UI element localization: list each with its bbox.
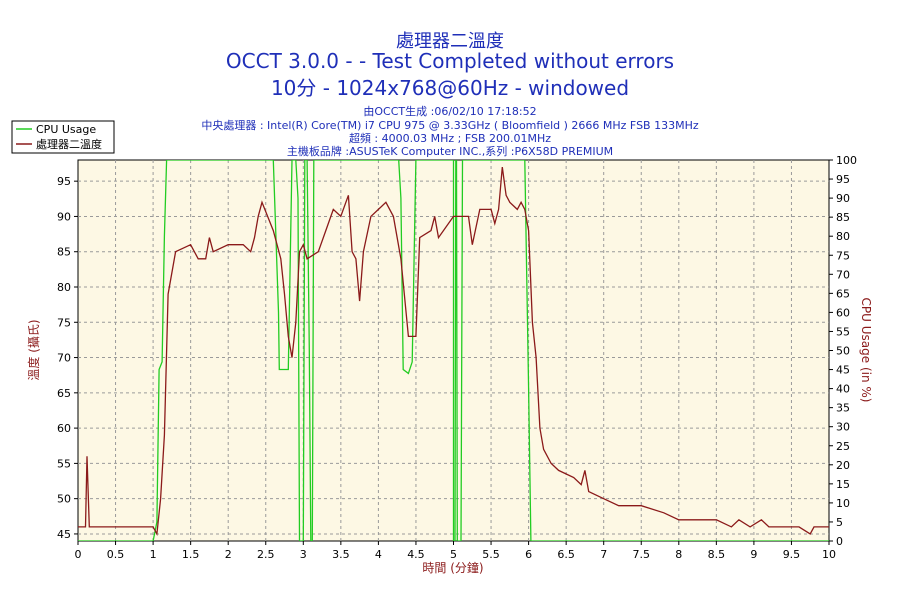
chart-title-line-3: 10分 - 1024x768@60Hz - windowed	[270, 76, 630, 100]
x-tick-label: 0	[75, 548, 82, 561]
x-tick-label: 2.5	[257, 548, 275, 561]
y-right-tick-label: 50	[836, 345, 850, 358]
y-right-tick-label: 65	[836, 287, 850, 300]
info-overclock: 超頻 : 4000.03 MHz ; FSB 200.01MHz	[348, 132, 552, 145]
y-right-tick-label: 75	[836, 249, 850, 262]
x-tick-label: 7.5	[633, 548, 651, 561]
info-generated: 由OCCT生成 :06/02/10 17:18:52	[363, 105, 537, 118]
cpu2-temperature-line	[78, 167, 829, 537]
chart-title-line-2: OCCT 3.0.0 - - Test Completed without er…	[225, 49, 675, 73]
cpu-usage-line	[78, 160, 829, 541]
y-left-tick-label: 90	[57, 210, 71, 223]
y-right-tick-label: 15	[836, 478, 850, 491]
x-tick-label: 7	[600, 548, 607, 561]
y-right-tick-label: 20	[836, 459, 850, 472]
x-tick-label: 1	[150, 548, 157, 561]
y-right-tick-label: 25	[836, 440, 850, 453]
y-right-tick-label: 85	[836, 211, 850, 224]
y-left-tick-label: 65	[57, 387, 71, 400]
y-left-tick-label: 85	[57, 246, 71, 259]
axis-ticks: 0 0.5 1 1.5 2 2.5 3 3.5 4 4.5 5 5.5 6 6.5 7 7.5 8 8.5 9 9.5…	[57, 154, 857, 561]
x-tick-label: 9.5	[783, 548, 801, 561]
y-left-tick-label: 95	[57, 175, 71, 188]
y-axis-label-left: 溫度 (攝氏)	[26, 319, 41, 380]
legend-label-cpu-usage: CPU Usage	[36, 123, 96, 136]
y-right-tick-label: 100	[836, 154, 857, 167]
x-tick-label: 4.5	[407, 548, 425, 561]
x-tick-label: 8.5	[708, 548, 726, 561]
x-tick-label: 5.5	[482, 548, 500, 561]
x-tick-label: 4	[375, 548, 382, 561]
y-right-tick-label: 95	[836, 173, 850, 186]
grid-lines	[78, 160, 829, 541]
y-left-tick-label: 45	[57, 528, 71, 541]
y-right-tick-label: 35	[836, 402, 850, 415]
x-tick-label: 8	[675, 548, 682, 561]
x-tick-label: 2	[225, 548, 232, 561]
y-right-tick-label: 55	[836, 325, 850, 338]
y-left-tick-label: 75	[57, 316, 71, 329]
x-tick-label: 3.5	[332, 548, 350, 561]
y-right-tick-label: 5	[836, 516, 843, 529]
y-right-tick-label: 70	[836, 268, 850, 281]
y-axis-label-right: CPU Usage (in %)	[859, 298, 873, 403]
chart-title-line-1: 處理器二溫度	[396, 31, 504, 52]
y-right-tick-label: 10	[836, 497, 850, 510]
x-tick-label: 5	[450, 548, 457, 561]
y-right-tick-label: 60	[836, 306, 850, 319]
x-tick-label: 10	[822, 548, 836, 561]
y-left-tick-label: 80	[57, 281, 71, 294]
x-tick-label: 6.5	[557, 548, 575, 561]
x-tick-label: 0.5	[107, 548, 125, 561]
y-left-tick-label: 60	[57, 422, 71, 435]
y-right-tick-label: 40	[836, 383, 850, 396]
info-motherboard: 主機板品牌 :ASUSTeK Computer INC.,系列 :P6X58D …	[286, 145, 614, 158]
y-left-tick-label: 70	[57, 352, 71, 365]
info-cpu: 中央處理器 : Intel(R) Core(TM) i7 CPU 975 @ 3…	[201, 119, 699, 132]
legend-box	[11, 120, 115, 154]
y-left-tick-label: 50	[57, 493, 71, 506]
legend-label-cpu2-temp: 處理器二溫度	[36, 137, 102, 151]
series-lines	[78, 160, 829, 541]
x-tick-label: 3	[300, 548, 307, 561]
y-right-tick-label: 80	[836, 230, 850, 243]
y-right-tick-label: 45	[836, 364, 850, 377]
x-axis-label: 時間 (分鐘)	[422, 560, 483, 575]
x-tick-label: 1.5	[182, 548, 200, 561]
y-right-tick-label: 30	[836, 421, 850, 434]
x-tick-label: 9	[750, 548, 757, 561]
y-right-tick-label: 90	[836, 192, 850, 205]
y-left-tick-label: 55	[57, 457, 71, 470]
x-tick-label: 6	[525, 548, 532, 561]
y-right-tick-label: 0	[836, 535, 843, 548]
